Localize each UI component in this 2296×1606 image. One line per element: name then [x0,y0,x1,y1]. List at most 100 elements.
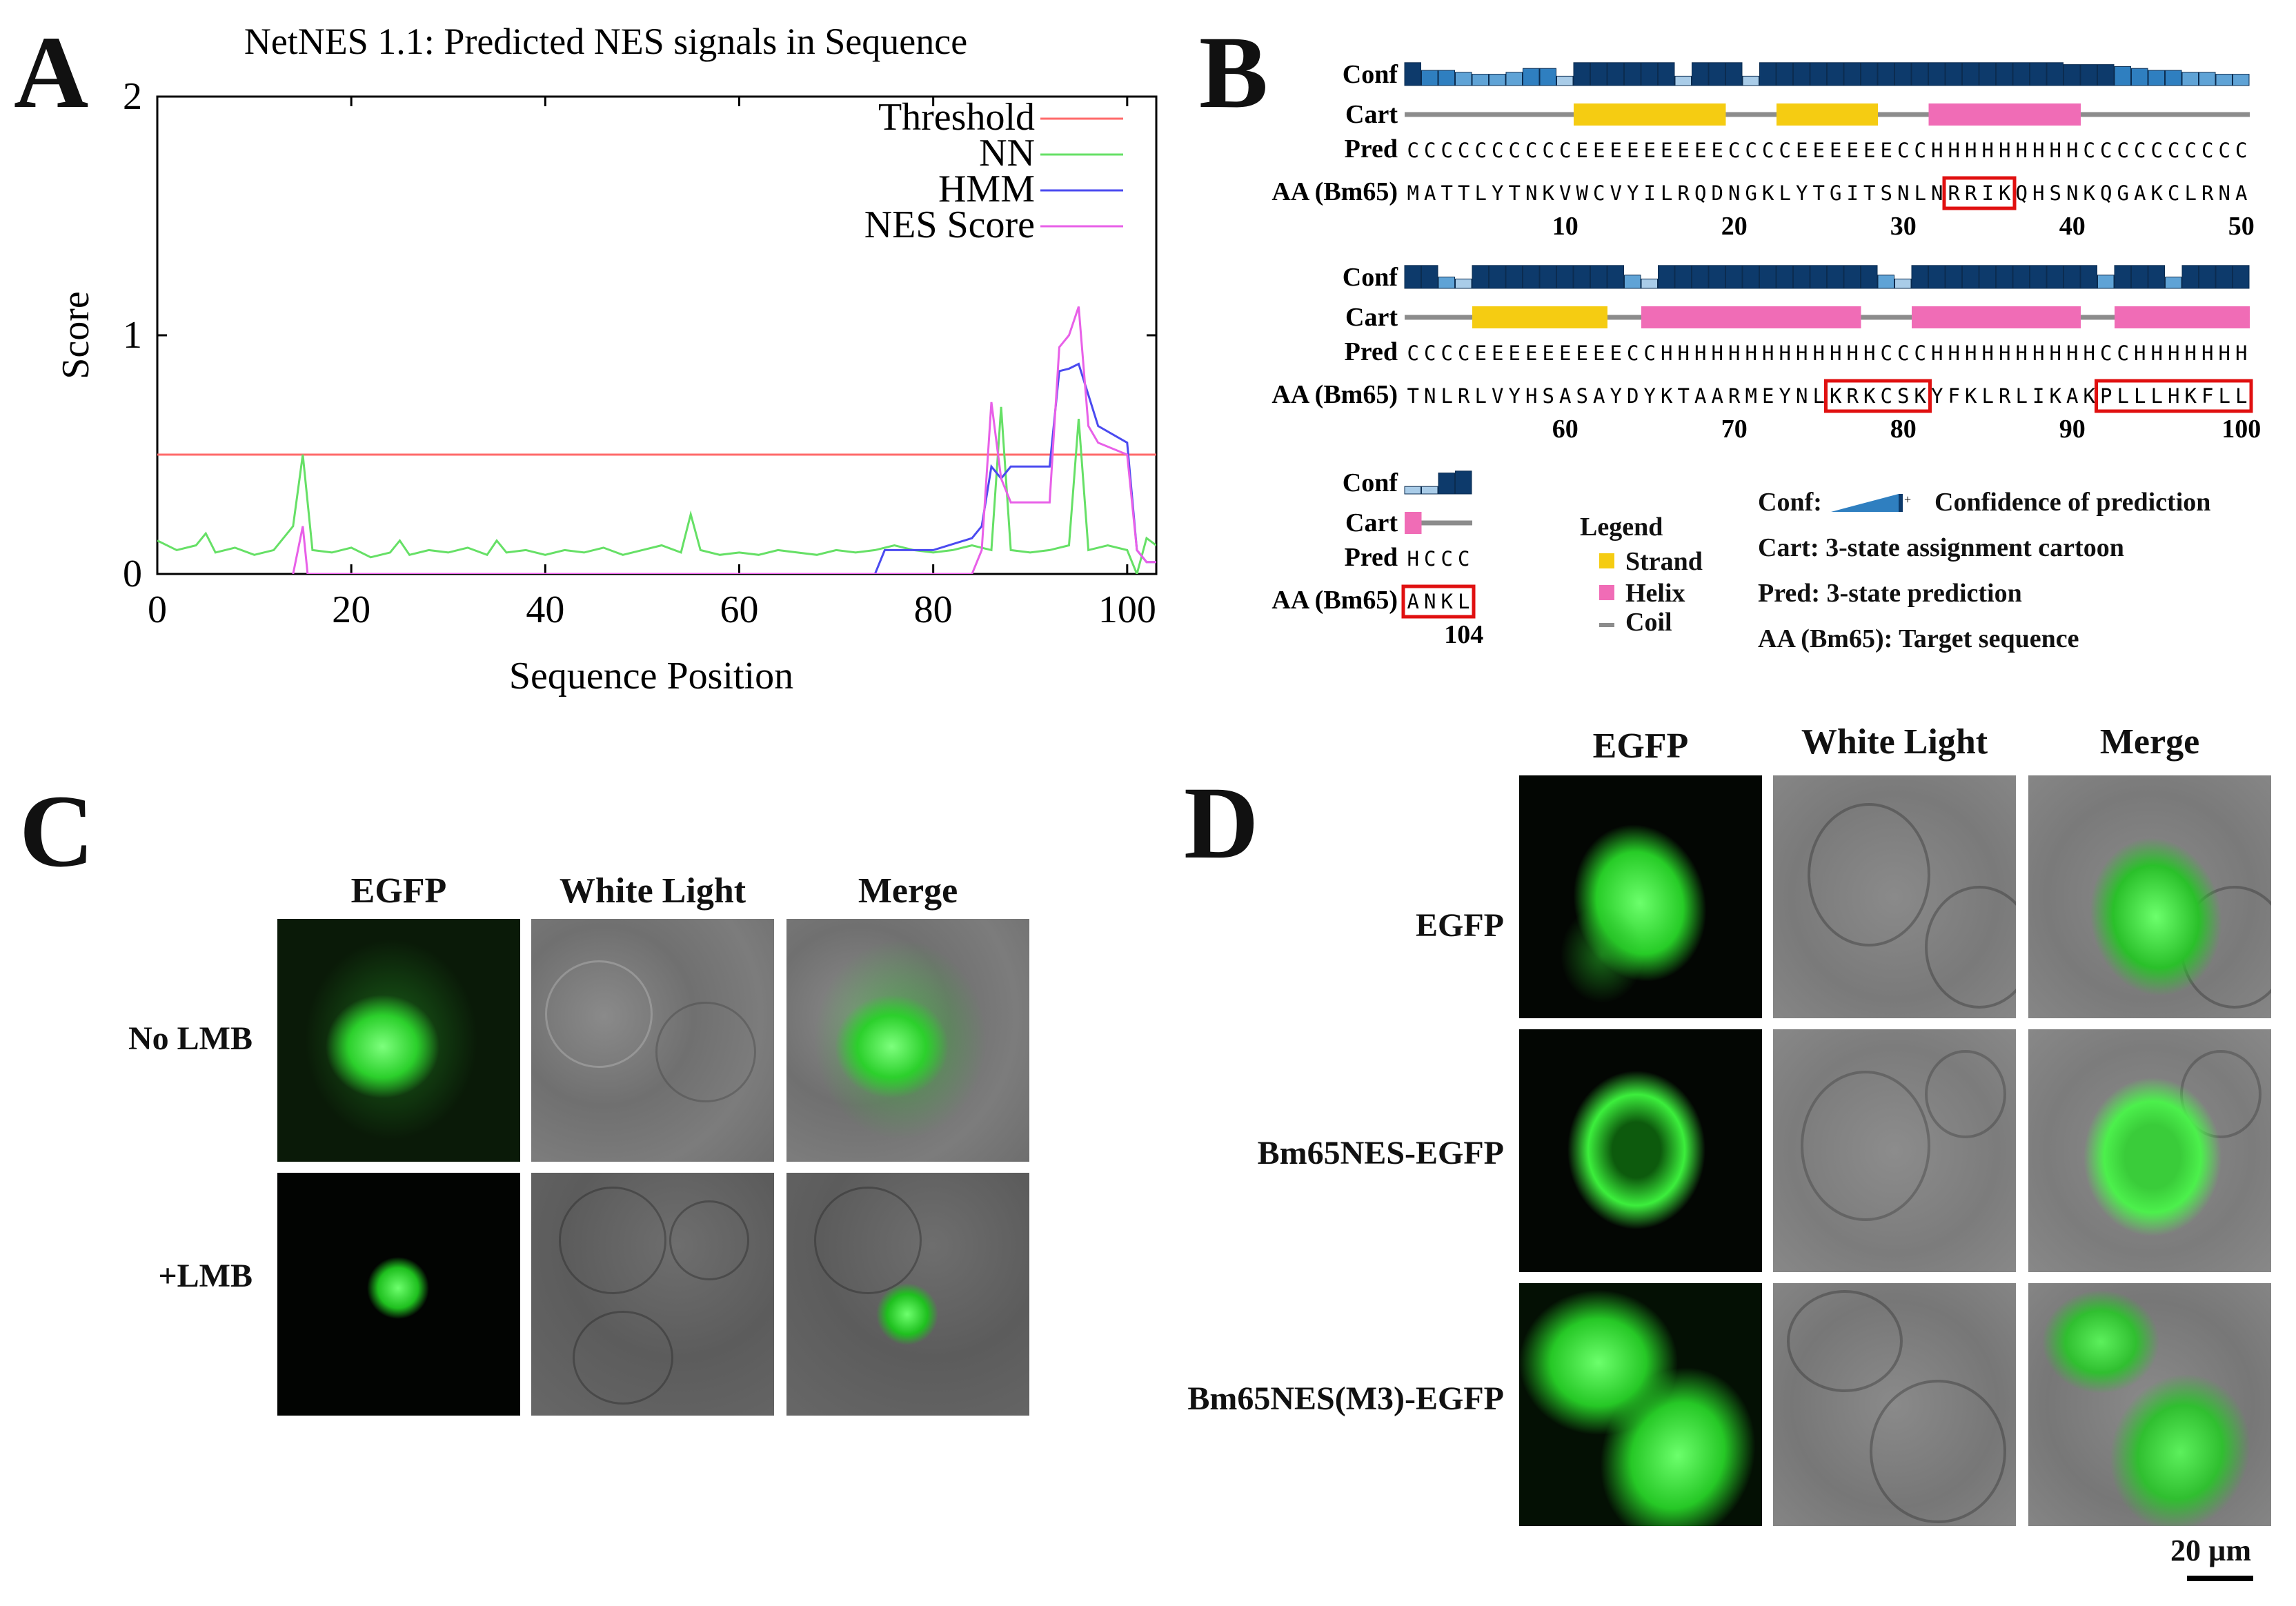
position-tick: 10 [1552,212,1578,241]
c-row-plus-lmb: +LMB [158,1258,253,1294]
row-label-pred: Pred [1345,135,1398,163]
row-label-cart: Cart [1345,508,1398,537]
aa-char: R [1847,384,1859,408]
d-bm65nes-merge-image [2028,1029,2271,1272]
aa-char: I [2032,384,2044,408]
aa-char: R [2201,181,2214,205]
aa-char: A [1593,384,1605,408]
pred-char: H [2066,139,2078,162]
conf-bar [1810,62,1827,86]
position-tick: 104 [1444,620,1483,649]
position-tick: 70 [1721,415,1748,444]
cart-helix [1641,306,1861,328]
conf-bar [1489,74,1506,86]
d-bm65nes-white-light-image [1773,1029,2016,1272]
conf-bar [1556,265,1574,289]
scale-bar [2187,1576,2253,1581]
conf-bar [1472,74,1489,86]
aa-char: T [1509,181,1521,205]
aa-char: N [2066,181,2078,205]
aa-char: N [1796,384,1808,408]
conf-bar [1793,62,1810,86]
aa-char: Y [1796,181,1808,205]
conf-bar [1455,470,1472,495]
conf-bar [1438,473,1455,495]
cart-strand [1472,306,1607,328]
aa-char: L [2117,384,2129,408]
aa-char: R [1965,181,1977,205]
conf-bar [1928,62,1946,86]
conf-bar [1505,265,1523,289]
conf-bar [1590,265,1607,289]
conf-bar [1404,265,1421,289]
pred-char: C [1458,341,1469,365]
pred-char: C [2151,139,2163,162]
aa-char: T [1458,181,1469,205]
pred-char: H [1999,139,2010,162]
pred-char: C [1441,547,1453,571]
aa-char: Y [1627,181,1639,205]
aa-char: I [1982,181,1994,205]
key-pred-desc: Pred: 3-state prediction [1758,579,2022,608]
conf-bar [2199,72,2216,86]
aa-char: H [1525,384,1537,408]
pred-char: E [1796,139,1808,162]
pred-char: H [1694,341,1706,365]
conf-bar [2097,64,2115,86]
aa-char: C [2168,181,2179,205]
pred-char: E [1525,341,1537,365]
pred-char: E [1492,341,1503,365]
conf-bar [2148,265,2165,289]
conf-bar [1607,62,1624,86]
pred-char: H [1678,341,1690,365]
pred-char: E [1543,341,1554,365]
position-tick: 100 [2221,415,2261,444]
aa-char: V [1559,181,1571,205]
conf-bar [1674,265,1692,289]
conf-bar [1658,62,1675,86]
aa-char: Y [1931,384,1943,408]
aa-char: L [1475,384,1487,408]
row-label-conf: Conf [1343,60,1399,89]
pred-char: H [2016,139,2028,162]
legend-strand-swatch [1599,553,1614,568]
d-col-white-light: White Light [1801,722,1988,762]
pred-char: H [1813,341,1825,365]
conf-bar [1861,62,1878,86]
legend-strand-label: Strand [1625,547,1703,576]
conf-bar [1692,62,1709,86]
pred-char: E [1610,341,1622,365]
pred-char: C [1762,139,1774,162]
pred-char: H [1407,547,1419,571]
pred-char: C [1644,341,1656,365]
pred-char: E [1678,139,1690,162]
conf-bar [1573,265,1590,289]
aa-char: D [1712,181,1723,205]
conf-bar [1793,265,1810,289]
conf-bar [1692,265,1709,289]
c-no-lmb-merge-image [786,919,1029,1162]
conf-bar [1759,62,1777,86]
c-no-lmb-egfp-image [277,919,520,1162]
conf-bar [2114,265,2131,289]
c-col-egfp: EGFP [350,871,447,911]
conf-bar [2012,62,2030,86]
conf-bar [1641,62,1658,86]
pred-char: E [1593,341,1605,365]
conf-bar [2097,275,2115,289]
pred-char: H [2050,341,2061,365]
x-tick-label: 60 [720,588,758,631]
conf-bar [1979,62,1996,86]
conf-bar [2131,68,2148,86]
conf-bar [1894,62,1912,86]
conf-bar [1979,265,1996,289]
pred-char: C [2084,139,2095,162]
pred-char: E [1830,139,1841,162]
aa-char: L [1458,590,1469,613]
aa-char: S [1576,384,1588,408]
conf-bar [2165,277,2182,289]
conf-bar [2165,70,2182,86]
pred-char: H [1830,341,1841,365]
pred-char: H [2151,341,2163,365]
conf-bar [1438,70,1455,86]
